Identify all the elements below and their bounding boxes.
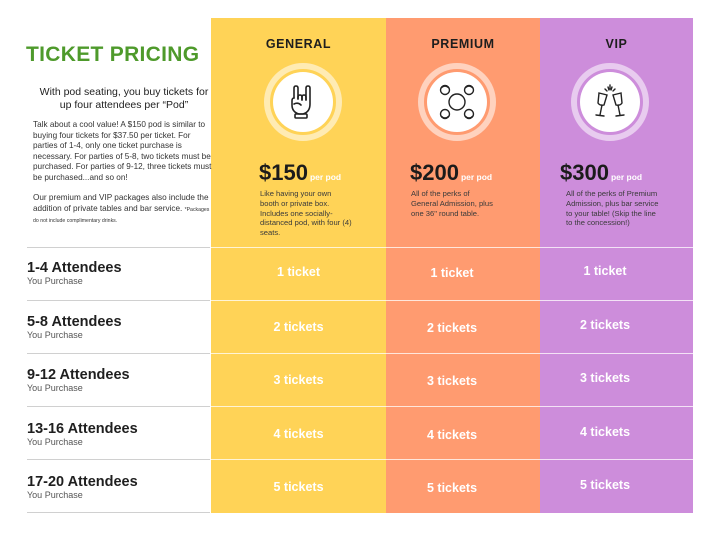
attendees-range: 17-20 Attendees [27,474,138,490]
attendees-range: 1-4 Attendees [27,260,122,276]
tier-name-vip: VIP [605,37,628,51]
intro-lead: With pod seating, you buy tickets for up… [39,86,209,111]
cell-vip-row5: 5 tickets [579,478,631,492]
intro-packages: Our premium and VIP packages also includ… [33,193,215,227]
price-general: $150 per pod [259,160,341,190]
drinks-footnote: *Packages do not include complimentary d… [33,206,210,225]
general-icon-badge [264,63,342,141]
cell-premium-row1: 1 ticket [430,266,474,280]
cell-premium-row3: 3 tickets [426,374,478,388]
price-premium-value: $200 [410,160,459,185]
cell-general-row2: 2 tickets [273,320,324,334]
column-divider [211,459,693,460]
price-vip-value: $300 [560,160,609,185]
row-divider [27,300,210,301]
row-divider [27,512,210,513]
desc-general: Like having your own booth or private bo… [260,189,352,238]
cell-vip-row2: 2 tickets [579,318,631,332]
you-purchase-label: You Purchase [27,383,83,393]
row-label: 5-8 Attendees You Purchase [27,314,207,340]
cell-premium-row4: 4 tickets [426,428,478,442]
cell-general-row4: 4 tickets [273,427,324,441]
row-label: 1-4 Attendees You Purchase [27,260,207,286]
table-with-chairs-icon [439,84,475,120]
cell-vip-row1: 1 ticket [583,264,627,278]
per-pod-general: per pod [309,172,342,182]
cell-vip-row3: 3 tickets [579,371,631,385]
premium-icon-badge [418,63,496,141]
row-label: 17-20 Attendees You Purchase [27,474,207,500]
cell-general-row3: 3 tickets [273,373,324,387]
row-label: 9-12 Attendees You Purchase [27,367,207,393]
column-divider [211,353,693,354]
desc-vip: All of the perks of Premium Admission, p… [566,189,659,228]
column-divider [211,247,693,248]
attendees-range: 9-12 Attendees [27,367,130,383]
attendees-range: 13-16 Attendees [27,421,138,437]
intro-body: Talk about a cool value! A $150 pod is s… [33,120,212,182]
column-divider [211,300,693,301]
column-divider [211,406,693,407]
vip-icon-badge [571,63,649,141]
price-general-value: $150 [259,160,308,185]
per-pod-premium: per pod [460,172,493,182]
price-vip: $300 per pod [560,160,642,190]
per-pod-vip: per pod [610,172,643,182]
row-label: 13-16 Attendees You Purchase [27,421,207,447]
packages-text: Our premium and VIP packages also includ… [33,193,209,213]
tier-name-general: GENERAL [265,37,332,51]
cell-general-row5: 5 tickets [273,480,324,494]
cell-general-row1: 1 ticket [276,265,321,279]
you-purchase-label: You Purchase [27,330,83,340]
cell-premium-row2: 2 tickets [426,321,478,335]
you-purchase-label: You Purchase [27,276,83,286]
desc-premium: All of the perks of General Admission, p… [411,189,493,218]
page-title: TICKET PRICING [26,43,200,66]
tier-name-premium: PREMIUM [431,37,495,51]
row-divider [27,353,210,354]
attendees-range: 5-8 Attendees [27,314,122,330]
row-divider [27,247,210,248]
you-purchase-label: You Purchase [27,437,83,447]
row-divider [27,406,210,407]
you-purchase-label: You Purchase [27,490,83,500]
price-premium: $200 per pod [410,160,492,190]
cell-vip-row4: 4 tickets [579,425,631,439]
cell-premium-row5: 5 tickets [426,481,478,495]
row-divider [27,459,210,460]
rock-hand-icon [291,85,311,119]
champagne-toast-icon [595,84,625,117]
